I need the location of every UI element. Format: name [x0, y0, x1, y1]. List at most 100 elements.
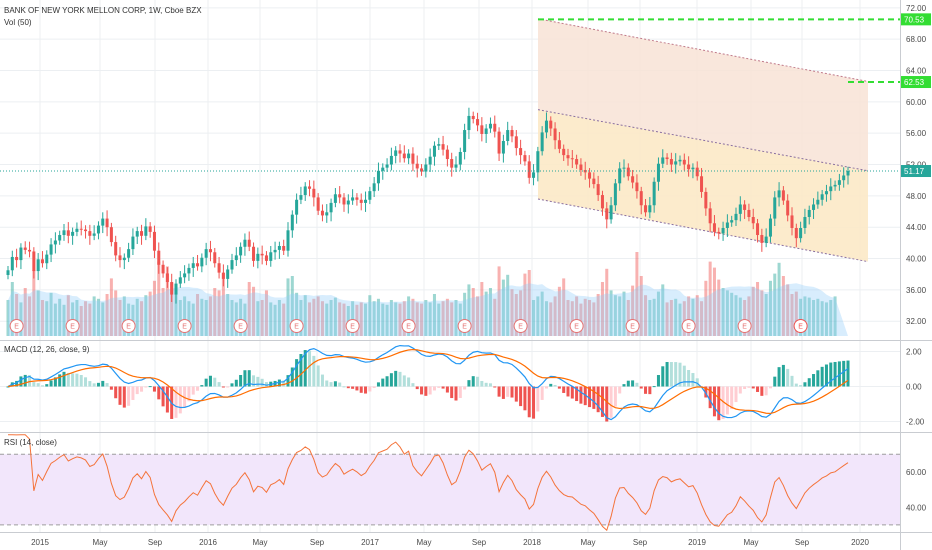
- volume-bar: [88, 303, 92, 336]
- volume-bar: [204, 300, 208, 336]
- volume-bar: [687, 296, 691, 336]
- earnings-marker[interactable]: [121, 319, 136, 333]
- last-price-tag: [901, 165, 931, 178]
- volume-bar: [717, 279, 721, 336]
- candle-body: [695, 167, 699, 177]
- macd-histogram-bar: [208, 375, 212, 387]
- volume-bar: [476, 296, 480, 336]
- candle-body: [803, 217, 807, 228]
- macd-histogram-bar: [424, 386, 428, 396]
- candle-body: [592, 178, 596, 185]
- macd-histogram-bar: [458, 386, 462, 398]
- candle-body: [712, 223, 716, 232]
- target-price-tag-label: 62.53: [904, 78, 925, 87]
- volume-bar: [441, 301, 445, 336]
- macd-histogram-bar: [299, 354, 303, 387]
- earnings-marker-label: E: [238, 324, 243, 331]
- volume-bar: [786, 284, 790, 336]
- macd-histogram-bar: [799, 385, 803, 387]
- macd-histogram-bar: [506, 386, 510, 397]
- volume-bar: [463, 292, 467, 336]
- candle-body: [497, 131, 501, 154]
- volume-bar: [316, 296, 320, 336]
- volume-bar: [286, 278, 290, 336]
- macd-histogram-bar: [135, 386, 139, 395]
- volume-bar: [588, 300, 592, 336]
- earnings-marker[interactable]: [401, 319, 416, 333]
- macd-histogram-bar: [256, 376, 260, 387]
- candle-body: [424, 164, 428, 172]
- candle-body: [661, 157, 665, 164]
- volume-bar: [92, 296, 96, 336]
- earnings-marker[interactable]: [9, 319, 24, 333]
- macd-histogram-bar: [28, 375, 32, 387]
- volume-bar: [730, 292, 734, 336]
- earnings-marker[interactable]: [65, 319, 80, 333]
- macd-histogram-bar: [717, 386, 721, 421]
- macd-histogram-bar: [213, 377, 217, 387]
- macd-histogram-bar: [609, 386, 613, 418]
- volume-bar: [523, 273, 527, 336]
- candle-body: [846, 171, 850, 176]
- candle-body: [506, 130, 510, 142]
- earnings-marker[interactable]: [681, 319, 696, 333]
- macd-label: MACD (12, 26, close, 9): [4, 345, 90, 354]
- macd-histogram-bar: [428, 386, 432, 395]
- macd-histogram-bar: [243, 370, 247, 387]
- candle-body: [135, 231, 139, 237]
- earnings-marker[interactable]: [289, 319, 304, 333]
- macd-histogram-bar: [260, 378, 264, 387]
- candle-body: [428, 156, 432, 165]
- earnings-marker[interactable]: [233, 319, 248, 333]
- macd-histogram-bar: [605, 386, 609, 422]
- price-tick-label: 44.00: [906, 223, 927, 232]
- candle-body: [303, 186, 307, 196]
- candle-body: [743, 204, 747, 210]
- volume-bar: [96, 298, 100, 336]
- macd-histogram-bar: [88, 381, 92, 387]
- volume-bar: [411, 298, 415, 336]
- candle-body: [157, 250, 161, 265]
- volume-bar: [402, 301, 406, 336]
- candle-body: [781, 190, 785, 201]
- volume-bar: [656, 291, 660, 336]
- macd-histogram-bar: [751, 386, 755, 389]
- earnings-marker[interactable]: [737, 319, 752, 333]
- volume-bar: [290, 276, 294, 336]
- volume-bar: [105, 294, 109, 336]
- macd-histogram-bar: [226, 386, 230, 388]
- earnings-marker[interactable]: [345, 319, 360, 333]
- volume-bar: [807, 297, 811, 336]
- macd-histogram-bar: [553, 384, 557, 387]
- earnings-marker[interactable]: [569, 319, 584, 333]
- volume-bar: [372, 301, 376, 336]
- macd-histogram-bar: [471, 376, 475, 387]
- macd-histogram-bar: [376, 382, 380, 387]
- macd-histogram-bar: [385, 376, 389, 387]
- earnings-marker[interactable]: [793, 319, 808, 333]
- candle-body: [441, 144, 445, 150]
- volume-bar: [174, 292, 178, 336]
- macd-histogram-bar: [833, 361, 837, 387]
- macd-histogram-bar: [277, 379, 281, 387]
- macd-histogram-bar: [631, 380, 635, 387]
- volume-bar: [721, 288, 725, 336]
- earnings-marker[interactable]: [457, 319, 472, 333]
- earnings-marker[interactable]: [177, 319, 192, 333]
- candle-body: [544, 120, 548, 133]
- macd-histogram-bar: [592, 386, 596, 409]
- macd-histogram-bar: [773, 376, 777, 387]
- time-tick-label: 2020: [851, 538, 869, 547]
- macd-histogram-bar: [596, 386, 600, 413]
- earnings-marker[interactable]: [513, 319, 528, 333]
- volume-bar: [592, 302, 596, 336]
- price-tick-label: 40.00: [906, 255, 927, 264]
- candle-body: [751, 217, 755, 224]
- earnings-marker[interactable]: [625, 319, 640, 333]
- volume-bar: [566, 300, 570, 336]
- candle-body: [488, 123, 492, 129]
- candle-body: [152, 231, 156, 251]
- volume-bar: [639, 276, 643, 336]
